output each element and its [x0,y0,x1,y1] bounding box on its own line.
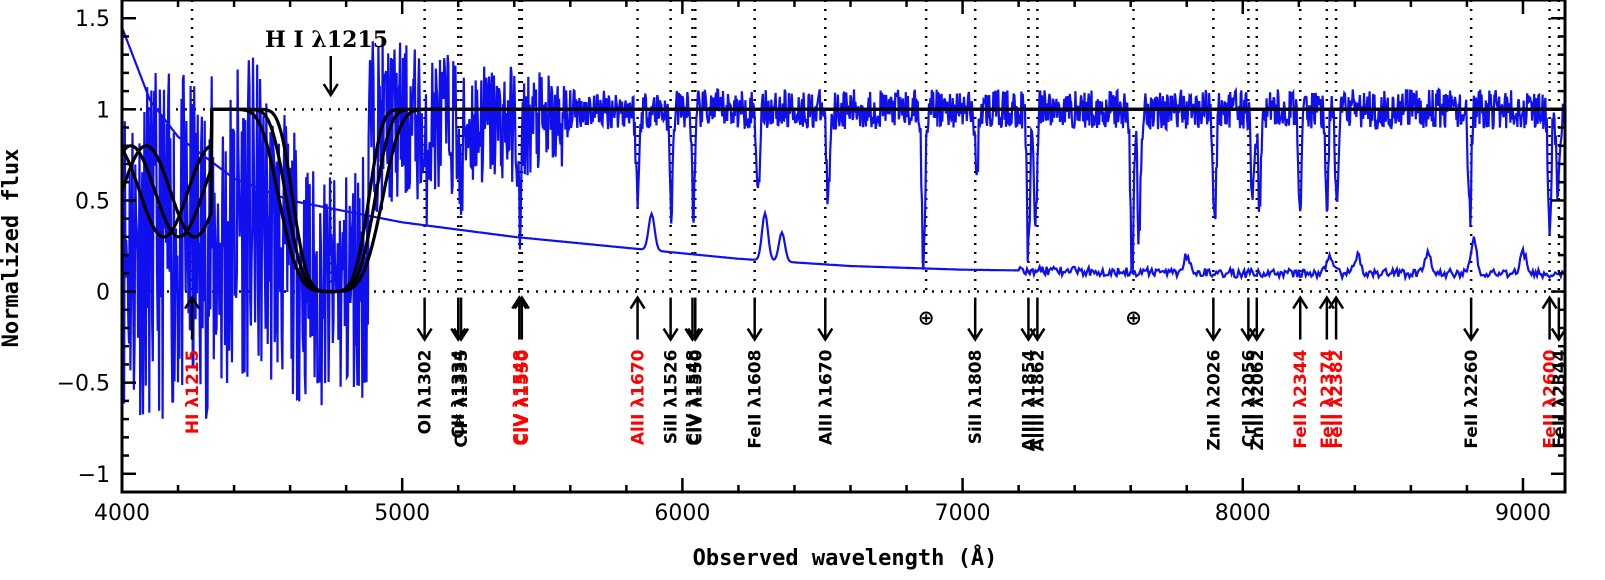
line-arrow [1328,295,1345,340]
line-arrow-head [513,295,530,310]
y-tick-label: 0 [96,281,110,306]
y-tick-label: −1 [78,463,110,488]
line-arrow [662,297,679,342]
line-arrow-head [1292,295,1309,310]
telluric-symbol: ⊕ [918,306,935,330]
line-arrow-head [629,295,646,310]
x-tick-label: 4000 [94,501,150,526]
flux-spectrum-series [120,38,1567,420]
line-label: SiII λ1526 [662,350,682,445]
line-arrow [967,297,984,342]
line-label: AlIII λ1854 [1019,349,1039,451]
hi-annotation-arrowhead [322,83,339,98]
line-arrow-head [1248,327,1265,342]
x-tick-label: 6000 [654,501,710,526]
line-label: HI λ1215 [183,350,203,435]
dla-model-profile-3 [120,107,1565,294]
error-spectrum-series [120,26,1566,282]
line-arrow-head [746,327,763,342]
line-label: SiII λ1808 [966,350,986,445]
telluric-symbol: ⊕ [1125,306,1142,330]
line-arrow [684,297,701,342]
line-label: CII λ1334 [449,349,469,438]
line-arrow-head [1029,327,1046,342]
line-arrow [511,295,528,340]
line-label: FeII λ2382 [1327,350,1347,449]
plot-frame [120,0,1567,494]
line-arrow-head [1541,295,1558,310]
y-tick-label: 0.5 [75,189,110,214]
x-tick-label: 8000 [1215,501,1271,526]
line-label: ZnII λ2026 [1204,350,1224,451]
y-tick-label: 1.5 [75,7,110,32]
line-arrow-head [183,295,201,310]
line-arrow [1205,297,1222,342]
line-arrow-head [1328,295,1345,310]
line-label: FeII λ2344 [1291,349,1311,448]
line-arrow-head [1205,327,1222,342]
line-arrow [452,297,470,342]
line-arrow [513,295,530,340]
line-arrow-head [817,327,834,342]
line-label: CrII λ2056 [1239,350,1259,448]
line-arrow-head [967,327,984,342]
line-arrow [1541,295,1558,340]
line-arrow [1463,297,1480,342]
line-label: AlIII λ1862 [1028,350,1048,452]
line-arrow [450,297,467,342]
line-arrow-head [511,295,528,310]
line-label: CIV λ1548 [683,350,703,446]
line-label: CIV λ1550 [686,349,706,445]
line-arrow [746,297,763,342]
line-label: OI λ1302 [416,350,436,435]
spectrum-layer [120,26,1567,420]
line-label: FeII λ2260 [1462,349,1482,448]
line-arrow [416,297,433,342]
line-label: FeII λ2600 [1541,349,1561,448]
line-arrow-head [416,327,433,342]
line-arrow [1029,297,1046,342]
line-label: FeII λ1608 [746,350,766,449]
y-tick-label: 1 [96,98,110,123]
line-arrow-head [1463,327,1480,342]
line-arrow-head [662,327,679,342]
line-arrow-head [452,327,470,342]
line-arrow-head [687,327,704,342]
dla-model-layer [120,107,1565,294]
line-arrow [817,297,834,342]
line-label: CIV λ1548 [510,350,530,446]
y-axis-label: Normalized flux [0,149,24,348]
line-label: AlII λ1670 [816,349,836,445]
line-label: ZnII λ2062 [1248,350,1268,451]
line-label: AlII λ1670 [629,349,649,445]
y-tick-label: −0.5 [57,372,110,397]
x-tick-label: 7000 [935,501,991,526]
line-arrow-head [684,327,701,342]
hi-annotation-label: H I λ1215 [265,27,388,53]
line-label: FeII λ2374 [1318,349,1338,448]
line-arrow [1292,295,1309,340]
line-arrow [1248,297,1265,342]
x-axis-label: Observed wavelength (Å) [693,545,998,571]
line-arrow [687,297,704,342]
line-label: CIV λ1550 [513,349,533,445]
line-arrow [629,295,646,340]
line-arrow-head [450,327,467,342]
line-arrow [183,295,201,340]
axes-layer: 4000 5000 6000 7000 8000 9000 −1 −0.5 0 0.5 1 1.5 [57,0,1567,526]
x-tick-label: 9000 [1495,501,1551,526]
x-tick-label: 5000 [374,501,430,526]
line-label: CII* λ1335 [452,350,472,448]
